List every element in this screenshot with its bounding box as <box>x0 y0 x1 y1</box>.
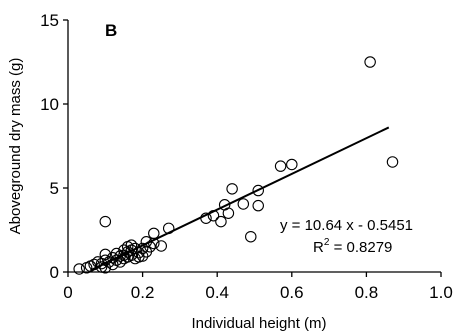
y-tick-label: 15 <box>40 11 59 30</box>
regression-line <box>89 126 390 272</box>
data-point <box>73 263 85 275</box>
axes <box>67 20 441 273</box>
r-squared-annotation: R2 = 0.8279 <box>313 237 392 256</box>
fit-line-group <box>89 126 390 272</box>
data-point <box>252 184 264 197</box>
x-tick-label: 0.8 <box>355 283 379 302</box>
data-point <box>99 215 112 228</box>
data-point <box>226 183 238 195</box>
data-point <box>364 56 376 68</box>
x-tick-label: 1.0 <box>429 283 453 302</box>
data-point <box>252 199 264 212</box>
x-axis-title: Individual height (m) <box>191 315 326 332</box>
data-point <box>222 207 235 219</box>
panel-label: B <box>105 21 117 40</box>
data-point <box>245 230 257 243</box>
y-tick-label: 10 <box>40 95 59 114</box>
x-tick-label: 0.2 <box>131 283 155 302</box>
regression-equation: y = 10.64 x - 0.5451 <box>280 217 413 234</box>
data-point <box>274 160 287 172</box>
y-tick-label: 0 <box>50 263 59 282</box>
x-tick-label: 0.4 <box>205 283 229 302</box>
data-point <box>103 256 115 268</box>
ticks: 0 0.2 0.4 0.6 0.8 1.0 0 5 10 15 <box>40 11 453 302</box>
data-point <box>215 215 227 228</box>
r2-prefix: R <box>313 239 324 256</box>
x-tick-label: 0 <box>63 283 72 302</box>
data-point <box>286 158 298 171</box>
data-point <box>237 198 250 210</box>
data-point <box>136 250 149 262</box>
data-point <box>99 248 112 261</box>
data-point <box>386 156 399 168</box>
r2-suffix: = 0.8279 <box>329 239 392 256</box>
y-axis-title: Aboveground dry mass (g) <box>7 58 24 235</box>
data-point <box>155 240 168 252</box>
x-tick-label: 0.6 <box>280 283 304 302</box>
y-tick-label: 5 <box>50 179 59 198</box>
r2-superscript: 2 <box>324 237 330 248</box>
data-point <box>148 227 160 240</box>
